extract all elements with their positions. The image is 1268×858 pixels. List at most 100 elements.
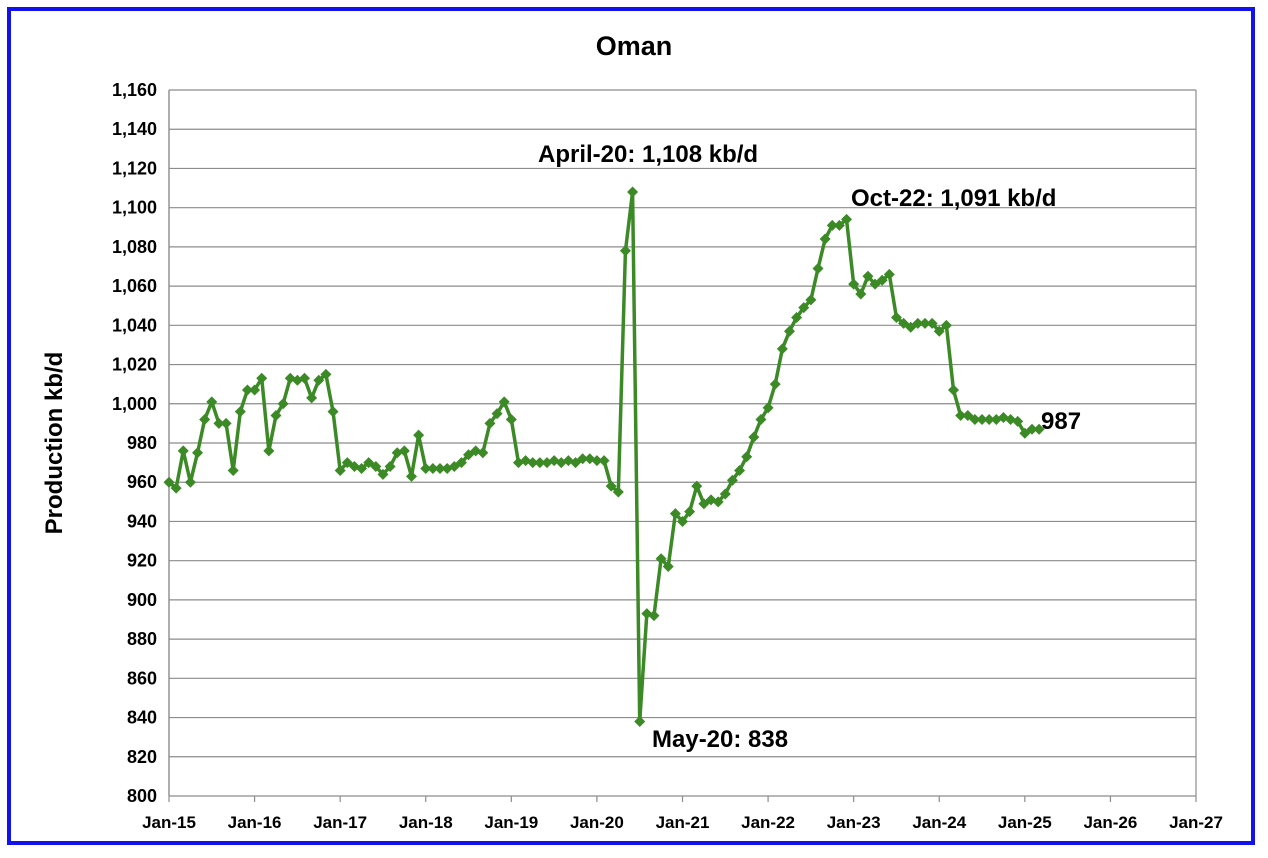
- data-point: [855, 288, 867, 300]
- data-point: [719, 488, 731, 500]
- data-point: [370, 461, 382, 473]
- y-tick-label: 1,020: [112, 355, 157, 375]
- data-point: [534, 457, 546, 469]
- data-point: [220, 417, 232, 429]
- data-point: [662, 561, 674, 573]
- y-tick-label: 960: [127, 472, 157, 492]
- data-point: [306, 392, 318, 404]
- data-point: [898, 317, 910, 329]
- y-tick-label: 800: [127, 786, 157, 806]
- data-point: [484, 417, 496, 429]
- data-point: [363, 457, 375, 469]
- data-point: [748, 431, 760, 443]
- data-point: [299, 372, 311, 384]
- data-point: [619, 245, 631, 257]
- y-tick-label: 920: [127, 551, 157, 571]
- y-tick-label: 820: [127, 747, 157, 767]
- data-point: [163, 476, 175, 488]
- data-point: [377, 468, 389, 480]
- data-point: [577, 453, 589, 465]
- data-point: [648, 610, 660, 622]
- data-point: [919, 317, 931, 329]
- x-tick-label: Jan-18: [399, 813, 453, 832]
- data-point: [969, 413, 981, 425]
- annotation-latest-value: 987: [1041, 408, 1081, 435]
- data-point: [605, 480, 617, 492]
- y-tick-label: 1,140: [112, 119, 157, 139]
- data-point: [933, 325, 945, 337]
- x-tick-label: Jan-16: [228, 813, 282, 832]
- data-point: [684, 506, 696, 518]
- data-point: [1012, 415, 1024, 427]
- data-point: [905, 321, 917, 333]
- data-point: [883, 268, 895, 280]
- data-point: [791, 311, 803, 323]
- data-point: [184, 476, 196, 488]
- chart-title: Oman: [596, 31, 673, 61]
- y-tick-label: 1,080: [112, 237, 157, 257]
- x-tick-label: Jan-22: [741, 813, 795, 832]
- data-point: [498, 396, 510, 408]
- data-point: [612, 486, 624, 498]
- annotation-peak-oct-22: Oct-22: 1,091 kb/d: [851, 185, 1056, 212]
- data-point: [1019, 427, 1031, 439]
- data-point: [798, 302, 810, 314]
- data-point: [669, 508, 681, 520]
- y-axis-ticks: 800 820 840 860 880 900 920 940 960 980 1,000 1,020…: [112, 80, 157, 806]
- data-point: [213, 417, 225, 429]
- data-point: [249, 384, 261, 396]
- data-point: [434, 462, 446, 474]
- x-tick-label: Jan-21: [656, 813, 710, 832]
- y-tick-label: 940: [127, 511, 157, 531]
- data-point: [634, 715, 646, 727]
- data-point: [398, 445, 410, 457]
- data-point: [256, 372, 268, 384]
- y-tick-label: 1,160: [112, 80, 157, 100]
- data-point: [926, 317, 938, 329]
- data-point: [655, 553, 667, 565]
- data-point: [769, 378, 781, 390]
- y-tick-label: 980: [127, 433, 157, 453]
- data-point: [192, 447, 204, 459]
- data-point: [726, 474, 738, 486]
- annotation-low-may-20: May-20: 838: [652, 726, 788, 753]
- data-point: [199, 413, 211, 425]
- y-tick-label: 1,100: [112, 198, 157, 218]
- data-point: [570, 457, 582, 469]
- data-point: [776, 343, 788, 355]
- data-point: [862, 270, 874, 282]
- data-point: [955, 410, 967, 422]
- data-point: [876, 274, 888, 286]
- data-point: [405, 470, 417, 482]
- data-point: [819, 233, 831, 245]
- data-point: [413, 429, 425, 441]
- x-tick-label: Jan-19: [484, 813, 538, 832]
- data-point: [962, 410, 974, 422]
- y-axis-label: Production kb/d: [41, 352, 68, 535]
- data-point: [263, 445, 275, 457]
- data-point: [890, 311, 902, 323]
- annotation-peak-april-20: April-20: 1,108 kb/d: [538, 141, 758, 168]
- data-point: [270, 410, 282, 422]
- y-tick-label: 1,060: [112, 276, 157, 296]
- data-point: [869, 278, 881, 290]
- x-tick-label: Jan-24: [912, 813, 966, 832]
- y-tick-label: 1,040: [112, 315, 157, 335]
- data-point: [762, 402, 774, 414]
- data-point: [277, 398, 289, 410]
- data-point: [805, 294, 817, 306]
- data-point: [627, 186, 639, 198]
- data-point: [341, 457, 353, 469]
- data-point: [491, 408, 503, 420]
- data-point: [327, 406, 339, 418]
- x-tick-label: Jan-23: [827, 813, 881, 832]
- data-point: [527, 457, 539, 469]
- data-point: [940, 319, 952, 331]
- x-axis-ticks: Jan-15 Jan-16 Jan-17 Jan-18 Jan-19 Jan-20 Jan-…: [142, 796, 1223, 832]
- data-point: [848, 278, 860, 290]
- x-tick-label: Jan-20: [570, 813, 624, 832]
- data-point: [912, 317, 924, 329]
- data-point: [734, 464, 746, 476]
- data-point: [948, 384, 960, 396]
